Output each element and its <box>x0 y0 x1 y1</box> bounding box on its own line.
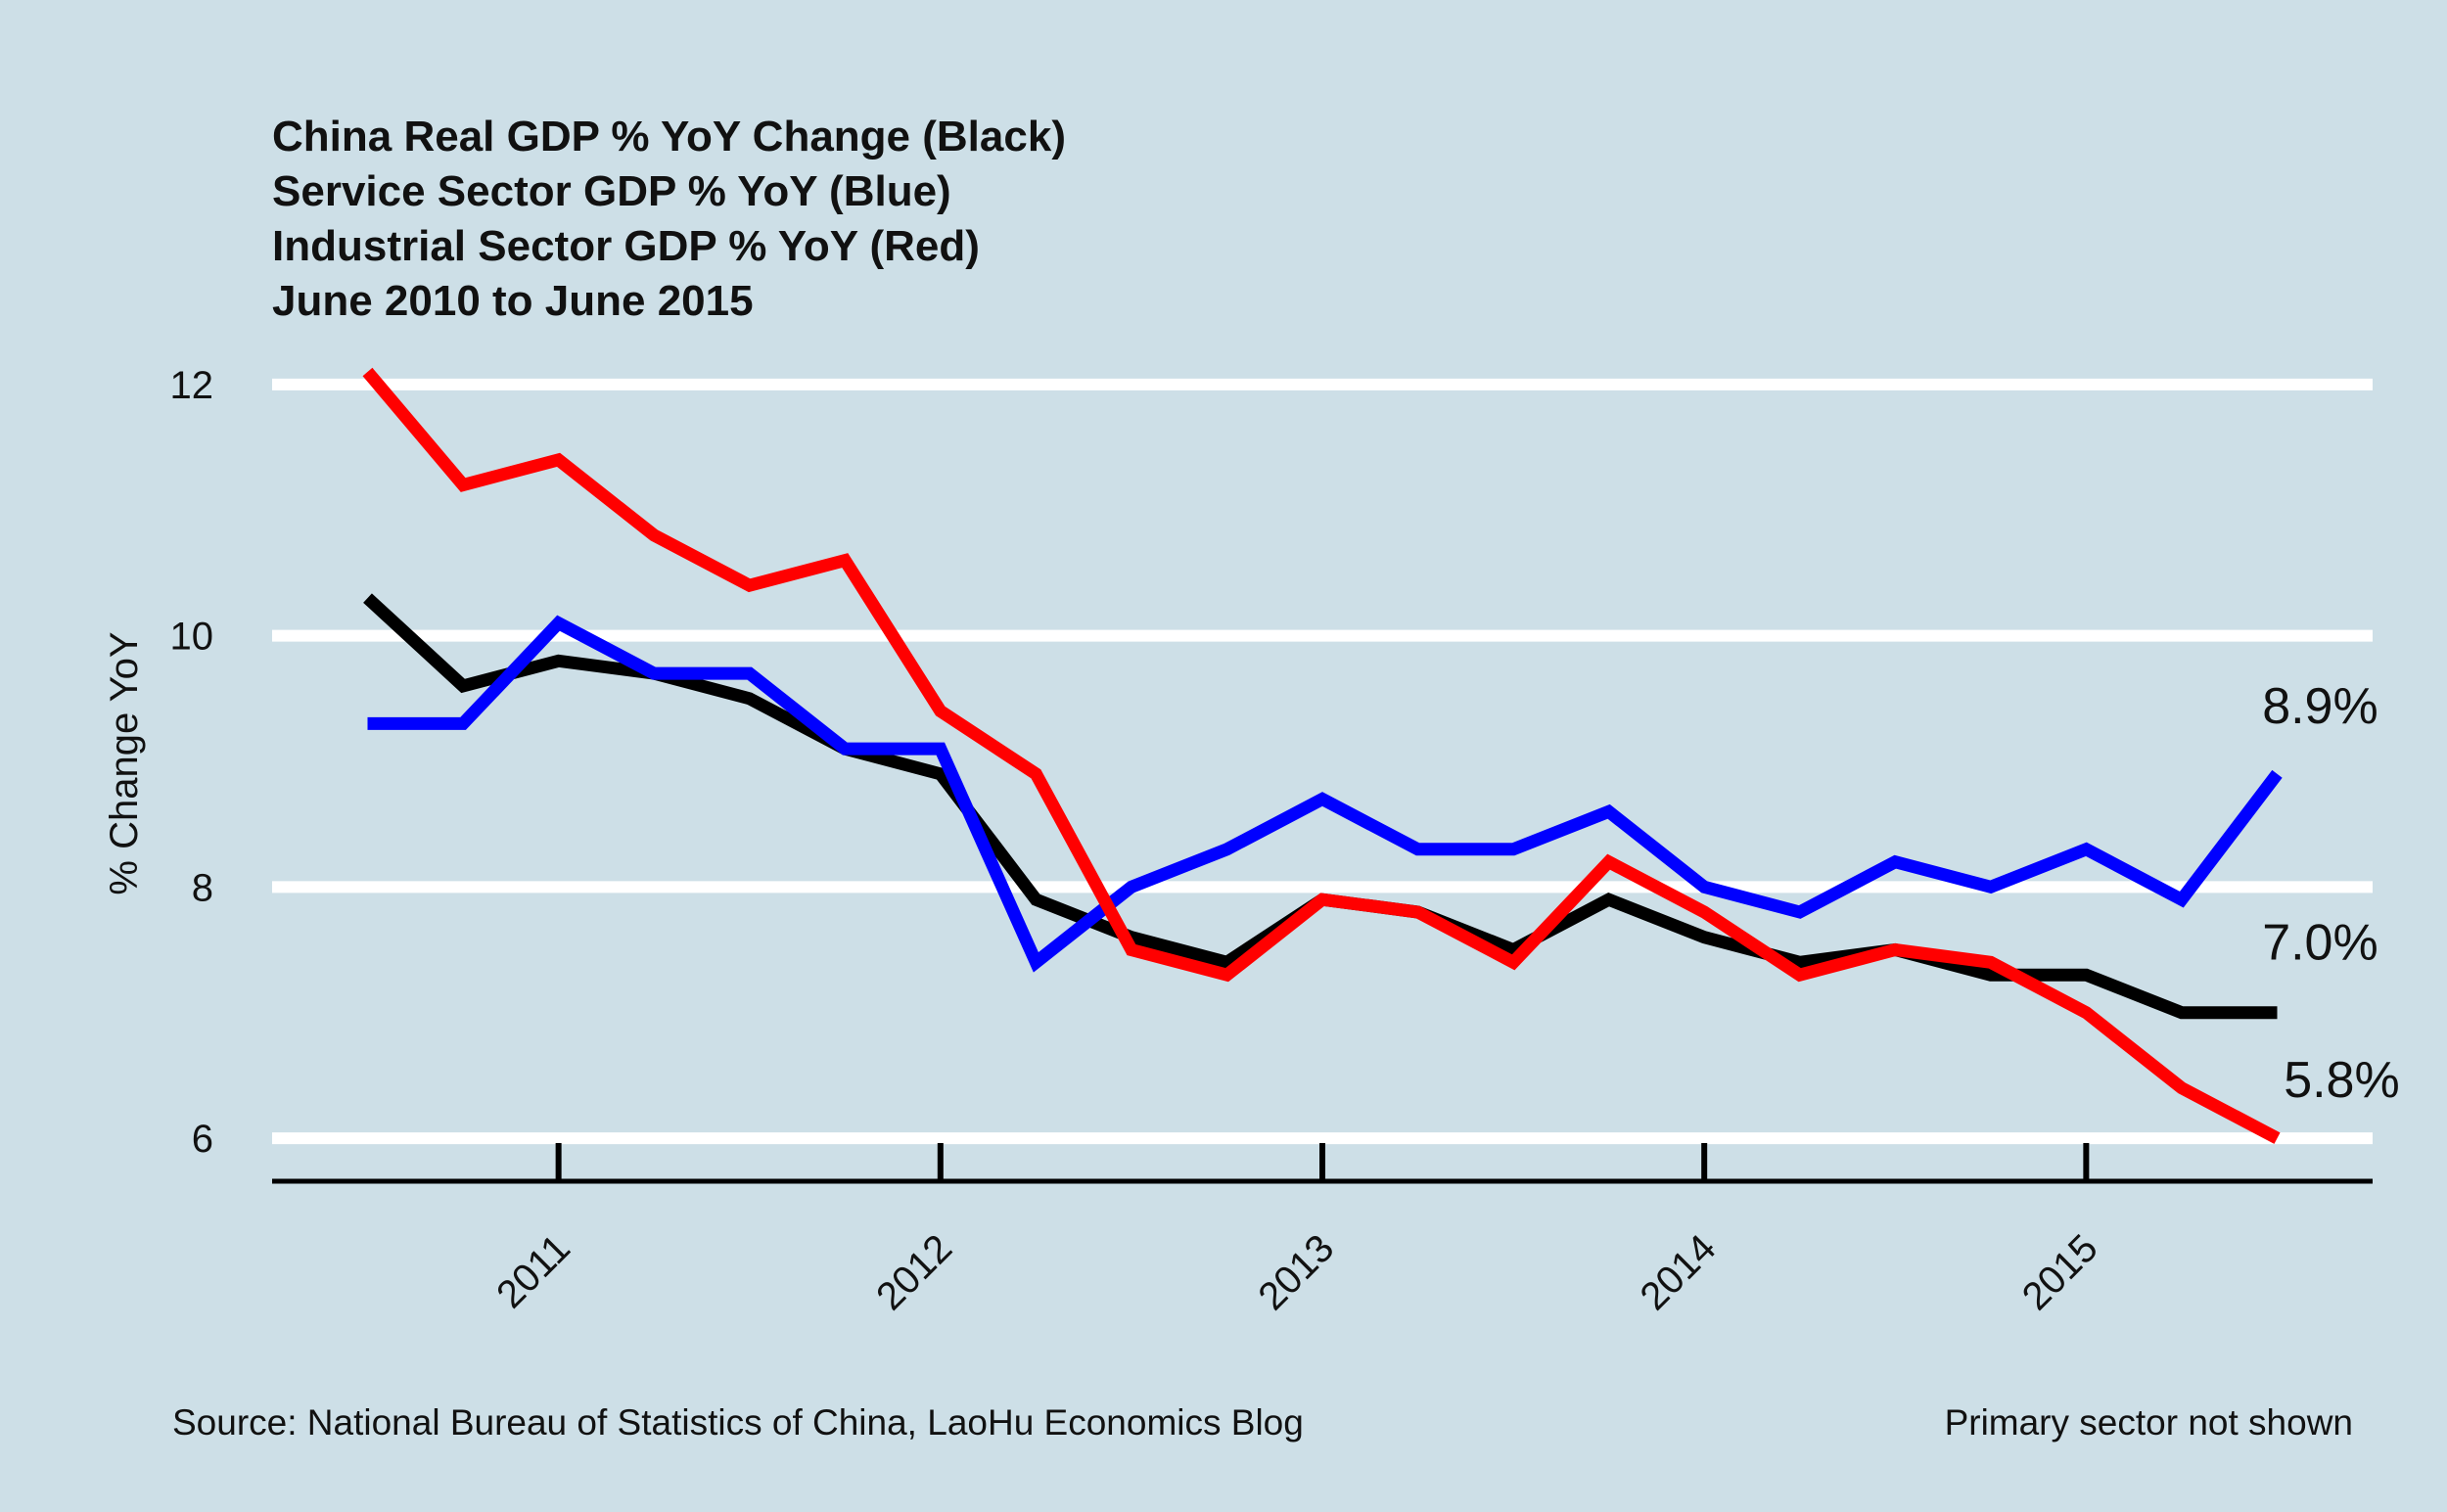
y-tick-label: 12 <box>170 364 214 407</box>
series-lines <box>362 367 2283 1144</box>
y-axis-label: % Change YoY <box>103 631 146 894</box>
gridlines <box>272 378 2373 1145</box>
title-line-2: Service Sector GDP % YoY (Blue) <box>272 167 951 215</box>
y-tick-label: 8 <box>192 866 213 909</box>
x-axis: 2011 2012 2013 2014 2015 <box>272 1143 2373 1318</box>
x-tick-label: 2014 <box>1633 1226 1725 1318</box>
end-value-label: 8.9% <box>2262 678 2378 735</box>
x-tick-label: 2015 <box>2014 1226 2106 1318</box>
footnote: Primary sector not shown <box>1945 1402 2353 1443</box>
y-tick-label: 6 <box>192 1118 213 1161</box>
series-line-blue <box>367 615 2283 973</box>
title-line-3: Industrial Sector GDP % YoY (Red) <box>272 222 980 270</box>
title-line-1: China Real GDP % YoY Change (Black) <box>272 113 1066 160</box>
y-axis-ticks: 6 8 10 12 <box>170 364 214 1161</box>
end-value-label: 7.0% <box>2262 915 2378 972</box>
title-line-4: June 2010 to June 2015 <box>272 277 754 325</box>
source-note: Source: National Bureau of Statistics of… <box>172 1402 1304 1443</box>
x-tick-label: 2013 <box>1250 1226 1342 1318</box>
end-value-label: 5.8% <box>2284 1052 2400 1109</box>
y-tick-label: 10 <box>170 616 214 659</box>
x-tick-label: 2011 <box>488 1226 578 1316</box>
chart-title: China Real GDP % YoY Change (Black) Serv… <box>272 113 1066 325</box>
x-tick-label: 2012 <box>868 1226 960 1318</box>
series-line-red <box>362 367 2281 1144</box>
end-labels: 7.0% 8.9% 5.8% <box>2262 678 2400 1109</box>
